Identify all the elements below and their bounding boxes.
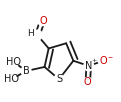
Text: S: S xyxy=(56,74,62,84)
Text: O: O xyxy=(40,16,47,26)
Circle shape xyxy=(84,61,94,71)
Text: +: + xyxy=(91,58,96,63)
Circle shape xyxy=(32,30,42,40)
Text: B: B xyxy=(23,66,29,76)
Text: N: N xyxy=(85,61,92,71)
Circle shape xyxy=(9,57,19,67)
Text: HO: HO xyxy=(4,74,19,84)
Text: −: − xyxy=(107,54,113,59)
Text: O: O xyxy=(84,77,92,87)
Text: O: O xyxy=(99,56,107,66)
Circle shape xyxy=(83,77,93,87)
Circle shape xyxy=(98,56,108,66)
Circle shape xyxy=(21,66,31,76)
Circle shape xyxy=(7,74,17,84)
Text: H: H xyxy=(27,29,34,38)
Circle shape xyxy=(38,16,47,26)
Text: HO: HO xyxy=(6,57,21,67)
Circle shape xyxy=(54,74,64,84)
